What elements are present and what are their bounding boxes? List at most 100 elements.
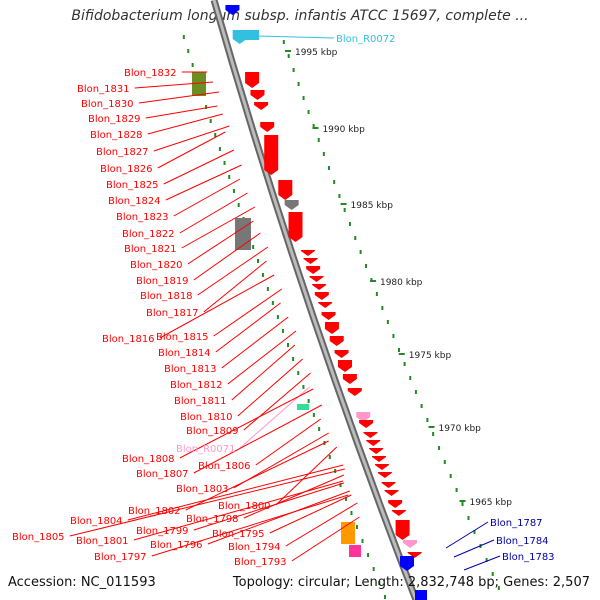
feature-arrow bbox=[225, 5, 240, 15]
gc-tick-outer bbox=[449, 474, 452, 478]
gc-tick-inner bbox=[257, 259, 260, 263]
scale-label: 1995 kbp bbox=[295, 48, 338, 58]
feature-arrow bbox=[381, 482, 396, 488]
feature-block-orange bbox=[341, 522, 355, 544]
gc-tick-outer bbox=[365, 264, 368, 268]
feature-arrow bbox=[318, 302, 333, 308]
gc-tick-outer bbox=[437, 446, 440, 450]
scale-label: 1965 kbp bbox=[470, 498, 513, 508]
feature-label-blon-1821: Blon_1821 bbox=[124, 244, 177, 255]
gc-tick-inner bbox=[218, 147, 221, 151]
feature-label-blon-1809: Blon_1809 bbox=[186, 426, 239, 437]
gc-skew-track bbox=[182, 35, 500, 599]
label-leader bbox=[151, 494, 349, 557]
label-leader bbox=[463, 555, 501, 571]
label-leader bbox=[285, 502, 358, 547]
feature-label-blon-1795: Blon_1795 bbox=[212, 529, 265, 540]
feature-label-blon-1803: Blon_1803 bbox=[176, 484, 229, 495]
feature-label-blon-1808: Blon_1808 bbox=[122, 454, 175, 465]
gc-tick-inner bbox=[214, 133, 217, 137]
gc-tick-outer bbox=[397, 348, 400, 352]
feature-label-blon-1810: Blon_1810 bbox=[180, 412, 233, 423]
gc-tick-inner bbox=[187, 49, 190, 53]
gc-tick-inner bbox=[328, 455, 331, 459]
feature-arrow bbox=[324, 322, 339, 334]
feature-arrow bbox=[312, 284, 327, 290]
gc-tick-outer bbox=[381, 306, 384, 310]
accession-text: Accession: NC_011593 bbox=[8, 575, 156, 590]
gc-tick-inner bbox=[205, 105, 208, 109]
feature-arrow bbox=[403, 540, 418, 548]
feature-label-blon-1796: Blon_1796 bbox=[150, 540, 203, 551]
label-leader bbox=[179, 388, 314, 459]
feature-label-blon-1831: Blon_1831 bbox=[77, 84, 130, 95]
label-leader bbox=[193, 482, 345, 531]
feature-arrow bbox=[372, 456, 387, 462]
gc-tick-outer bbox=[426, 418, 429, 422]
scale-tick bbox=[284, 50, 291, 52]
feature-label-blon-r0072: Blon_R0072 bbox=[336, 34, 396, 45]
feature-label-blon-1801: Blon_1801 bbox=[76, 536, 129, 547]
feature-block-olive bbox=[192, 72, 206, 96]
feature-label-blon-1806: Blon_1806 bbox=[198, 461, 251, 472]
gc-tick-inner bbox=[191, 63, 194, 67]
feature-label-blon-1784: Blon_1784 bbox=[496, 536, 549, 547]
feature-arrow bbox=[303, 258, 318, 264]
label-leader bbox=[453, 539, 495, 558]
scale-label: 1975 kbp bbox=[409, 351, 452, 361]
gc-tick-outer bbox=[354, 236, 357, 240]
gc-tick-outer bbox=[328, 166, 331, 170]
genome-summary: Topology: circular; Length: 2,832,748 bp… bbox=[232, 575, 590, 590]
label-leader bbox=[193, 404, 323, 474]
feature-block-pink bbox=[349, 545, 361, 557]
label-leader bbox=[231, 344, 296, 401]
label-leader bbox=[145, 105, 218, 119]
gc-tick-inner bbox=[182, 35, 185, 39]
gc-tick-outer bbox=[443, 460, 446, 464]
gc-tick-inner bbox=[297, 371, 300, 375]
gc-tick-outer bbox=[485, 558, 488, 562]
label-leader bbox=[193, 232, 261, 281]
gc-tick-inner bbox=[355, 525, 358, 529]
feature-label-blon-1826: Blon_1826 bbox=[100, 164, 153, 175]
feature-track bbox=[192, 5, 427, 600]
feature-arrow bbox=[321, 312, 336, 320]
label-leader bbox=[275, 446, 338, 506]
feature-arrow bbox=[300, 250, 315, 256]
gc-tick-outer bbox=[409, 376, 412, 380]
gc-tick-inner bbox=[350, 511, 353, 515]
label-leader bbox=[179, 192, 248, 234]
label-leader bbox=[138, 91, 220, 104]
label-leader bbox=[221, 316, 289, 369]
gc-tick-outer bbox=[473, 530, 476, 534]
feature-forward bbox=[400, 556, 414, 571]
gc-tick-inner bbox=[292, 357, 295, 361]
feature-arrow bbox=[288, 212, 303, 242]
label-leader bbox=[133, 480, 344, 541]
feature-arrow bbox=[391, 510, 406, 516]
label-leader bbox=[243, 372, 311, 431]
label-leader bbox=[445, 521, 489, 549]
feature-label-blon-1805: Blon_1805 bbox=[12, 532, 65, 543]
label-leader bbox=[197, 246, 269, 296]
label-leader bbox=[159, 274, 275, 339]
feature-label-blon-1797: Blon_1797 bbox=[94, 552, 147, 563]
feature-label-blon-1814: Blon_1814 bbox=[158, 348, 211, 359]
feature-arrow bbox=[363, 432, 378, 438]
feature-arrow bbox=[250, 90, 265, 100]
label-leader bbox=[185, 440, 329, 511]
gc-tick-outer bbox=[392, 334, 395, 338]
feature-arrow bbox=[384, 490, 399, 496]
feature-arrow bbox=[359, 420, 374, 428]
feature-label-blon-1832: Blon_1832 bbox=[124, 68, 177, 79]
feature-label-blon-r0071: Blon_R0071 bbox=[176, 444, 236, 455]
label-leader bbox=[269, 494, 352, 534]
gc-tick-outer bbox=[322, 152, 325, 156]
feature-arrow bbox=[284, 200, 299, 210]
label-leader bbox=[69, 468, 345, 537]
gc-tick-outer bbox=[287, 54, 290, 58]
gc-tick-outer bbox=[375, 292, 378, 296]
feature-label-blon-1827: Blon_1827 bbox=[96, 147, 149, 158]
gc-tick-outer bbox=[455, 488, 458, 492]
